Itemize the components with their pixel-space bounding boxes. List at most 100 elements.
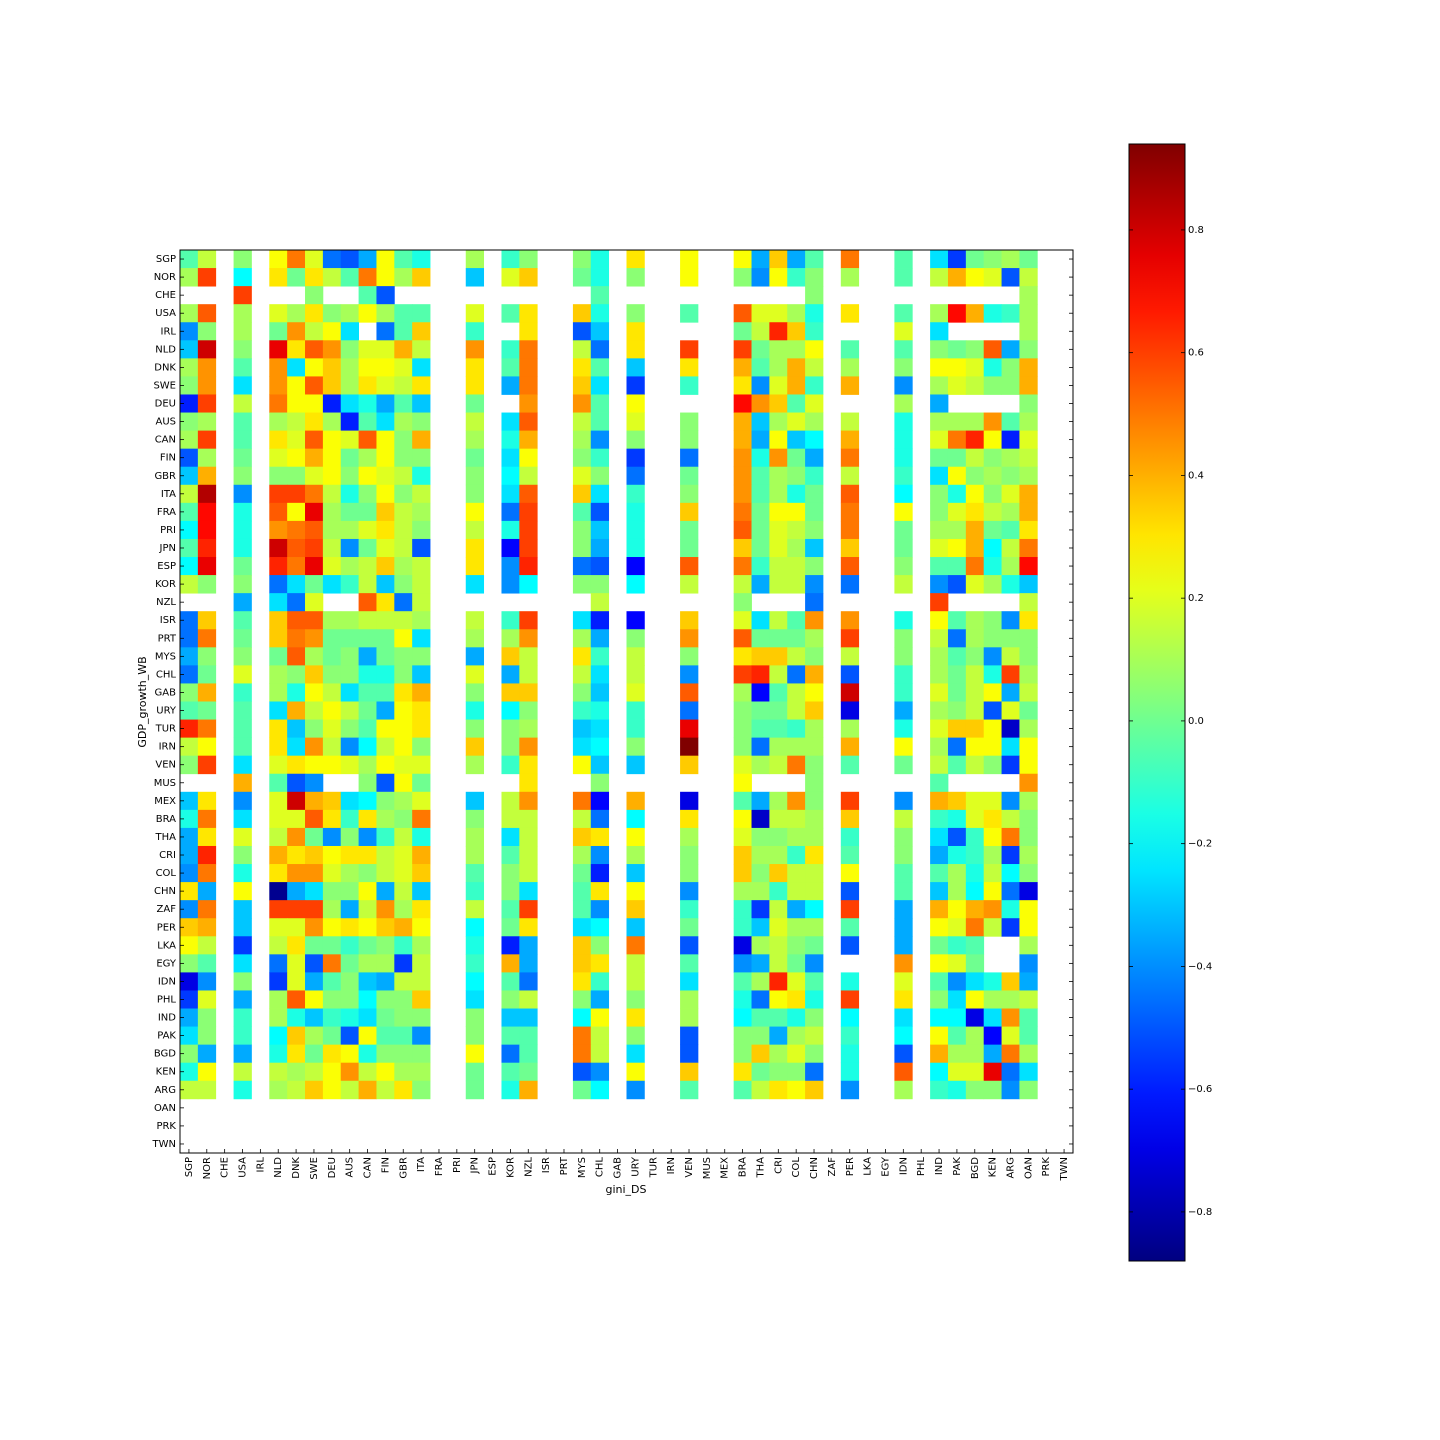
heatmap-cell-MYS-COL bbox=[787, 647, 806, 666]
heatmap-cell-BRA-ARG bbox=[1001, 809, 1020, 829]
heatmap-cell-CHN-USA bbox=[233, 882, 252, 901]
heatmap-cell-CHN-SWE bbox=[305, 882, 324, 901]
heatmap-cell-PRI-CRI bbox=[769, 520, 788, 540]
y-tick-label: GBR bbox=[154, 471, 176, 482]
heatmap-cell-PRI-BRA bbox=[733, 520, 752, 540]
heatmap-cell-KEN-URY bbox=[626, 1062, 645, 1082]
x-tick-label: OAN bbox=[1023, 1157, 1034, 1179]
heatmap-cell-IRN-USA bbox=[233, 737, 252, 757]
heatmap-cell-IRN-CHN bbox=[805, 737, 824, 757]
heatmap-cell-BRA-JPN bbox=[465, 809, 485, 829]
heatmap-cell-MYS-VEN bbox=[680, 647, 699, 666]
heatmap-cell-NLD-CAN bbox=[358, 340, 377, 359]
heatmap-cell-GAB-GBR bbox=[394, 683, 413, 702]
heatmap-cell-PAK-ITA bbox=[412, 1026, 431, 1046]
heatmap-cell-TUR-NOR bbox=[197, 719, 217, 739]
colorbar-tick-label: 0.0 bbox=[1188, 716, 1204, 727]
heatmap-cell-ITA-CAN bbox=[358, 484, 377, 504]
heatmap-cell-ARG-NLD bbox=[269, 1080, 288, 1100]
x-tick-label: VEN bbox=[684, 1157, 695, 1178]
heatmap-cell-GAB-USA bbox=[233, 683, 252, 702]
y-tick-label: BRA bbox=[156, 814, 176, 825]
x-tick-label: MYS bbox=[577, 1157, 588, 1178]
heatmap-cell-USA-GBR bbox=[394, 304, 413, 323]
heatmap-cell-URY-NOR bbox=[197, 701, 217, 720]
heatmap-cell-CHN-FIN bbox=[376, 882, 395, 901]
heatmap-cell-JPN-NLD bbox=[269, 538, 288, 558]
heatmap-cell-LKA-NZL bbox=[519, 936, 538, 955]
heatmap-cell-DNK-ARG bbox=[1001, 358, 1020, 377]
heatmap-cell-THA-ARG bbox=[1001, 827, 1020, 847]
heatmap-cell-CHL-KOR bbox=[501, 665, 520, 684]
heatmap-cell-ARG-BGD bbox=[965, 1080, 985, 1100]
heatmap-cell-FIN-ITA bbox=[412, 448, 431, 468]
heatmap-cell-CAN-IND bbox=[930, 430, 949, 450]
heatmap-cell-USA-FIN bbox=[376, 304, 395, 323]
heatmap-cell-URY-KEN bbox=[983, 701, 1002, 720]
heatmap-cell-COL-BRA bbox=[733, 864, 752, 883]
heatmap-cell-CHN-OAN bbox=[1019, 882, 1038, 901]
heatmap-cell-VEN-OAN bbox=[1019, 755, 1038, 775]
heatmap-cell-PHL-SWE bbox=[305, 990, 324, 1009]
heatmap-cell-GBR-MYS bbox=[572, 466, 592, 486]
heatmap-cell-PRI-VEN bbox=[680, 520, 699, 540]
heatmap-cell-KEN-ARG bbox=[1001, 1062, 1020, 1082]
heatmap-cell-VEN-DEU bbox=[322, 755, 342, 775]
heatmap-cell-SWE-CHN bbox=[805, 376, 824, 395]
heatmap-cell-SWE-GBR bbox=[394, 376, 413, 395]
heatmap-cell-FIN-VEN bbox=[680, 448, 699, 468]
heatmap-cell-ZAF-IDN bbox=[894, 900, 913, 919]
heatmap-cell-URY-ARG bbox=[1001, 701, 1020, 720]
heatmap-cell-ZAF-ARG bbox=[1001, 900, 1020, 919]
heatmap-cell-TUR-MYS bbox=[572, 719, 592, 739]
heatmap-cell-IRL-SGP bbox=[180, 322, 199, 341]
heatmap-cell-FRA-FIN bbox=[376, 502, 395, 522]
heatmap-cell-MEX-ITA bbox=[412, 791, 431, 811]
heatmap-cell-ITA-NOR bbox=[197, 484, 217, 504]
heatmap-cell-BGD-FIN bbox=[376, 1044, 395, 1064]
heatmap-cell-SGP-CRI bbox=[769, 250, 788, 269]
heatmap-cell-PHL-URY bbox=[626, 990, 645, 1009]
heatmap-cell-PHL-FIN bbox=[376, 990, 395, 1009]
heatmap-cell-PAK-JPN bbox=[465, 1026, 485, 1046]
heatmap-cell-NLD-PER bbox=[840, 340, 860, 359]
heatmap-cell-CAN-FIN bbox=[376, 430, 395, 450]
heatmap-cell-ITA-ARG bbox=[1001, 484, 1020, 504]
heatmap-cell-CRI-USA bbox=[233, 845, 252, 865]
heatmap-cell-MUS-CAN bbox=[358, 773, 377, 793]
heatmap-cell-MEX-ARG bbox=[1001, 791, 1020, 811]
heatmap-cell-CAN-NLD bbox=[269, 430, 288, 450]
heatmap-cell-MEX-CHN bbox=[805, 791, 824, 811]
heatmap-cell-ARG-CHN bbox=[805, 1080, 824, 1100]
heatmap-cell-URY-MYS bbox=[572, 701, 592, 720]
heatmap-cell-MEX-CRI bbox=[769, 791, 788, 811]
heatmap-cell-PER-CAN bbox=[358, 918, 377, 937]
heatmap-cell-NLD-BRA bbox=[733, 340, 752, 359]
heatmap-cell-SWE-JPN bbox=[465, 376, 485, 395]
heatmap-cell-FIN-SGP bbox=[180, 448, 199, 468]
heatmap-cell-COL-CAN bbox=[358, 864, 377, 883]
heatmap-cell-BRA-ITA bbox=[412, 809, 431, 829]
heatmap-cell-BRA-PER bbox=[840, 809, 860, 829]
heatmap-cell-NOR-KOR bbox=[501, 268, 520, 287]
heatmap-cell-ZAF-SGP bbox=[180, 900, 199, 919]
x-tick-label: KEN bbox=[988, 1157, 999, 1177]
heatmap-cell-MYS-SGP bbox=[180, 647, 199, 666]
x-tick-label: NZL bbox=[523, 1157, 534, 1177]
heatmap-cell-IRL-IDN bbox=[894, 322, 913, 341]
heatmap-cell-MYS-PER bbox=[840, 647, 860, 666]
heatmap-cell-ITA-OAN bbox=[1019, 484, 1038, 504]
heatmap-cell-BRA-KEN bbox=[983, 809, 1002, 829]
heatmap-cell-FRA-BRA bbox=[733, 502, 752, 522]
heatmap-cell-PER-AUS bbox=[340, 918, 359, 937]
heatmap-cell-NOR-FIN bbox=[376, 268, 395, 287]
heatmap-cell-ESP-CRI bbox=[769, 557, 788, 576]
heatmap-cell-MEX-FIN bbox=[376, 791, 395, 811]
heatmap-cell-LKA-PER bbox=[840, 936, 860, 955]
heatmap-cell-FIN-BRA bbox=[733, 448, 752, 468]
heatmap-cell-PRT-IND bbox=[930, 629, 949, 648]
heatmap-cell-THA-GBR bbox=[394, 827, 413, 847]
heatmap-cell-ARG-URY bbox=[626, 1080, 645, 1100]
heatmap-cell-USA-URY bbox=[626, 304, 645, 323]
x-tick-label: EGY bbox=[880, 1156, 891, 1177]
